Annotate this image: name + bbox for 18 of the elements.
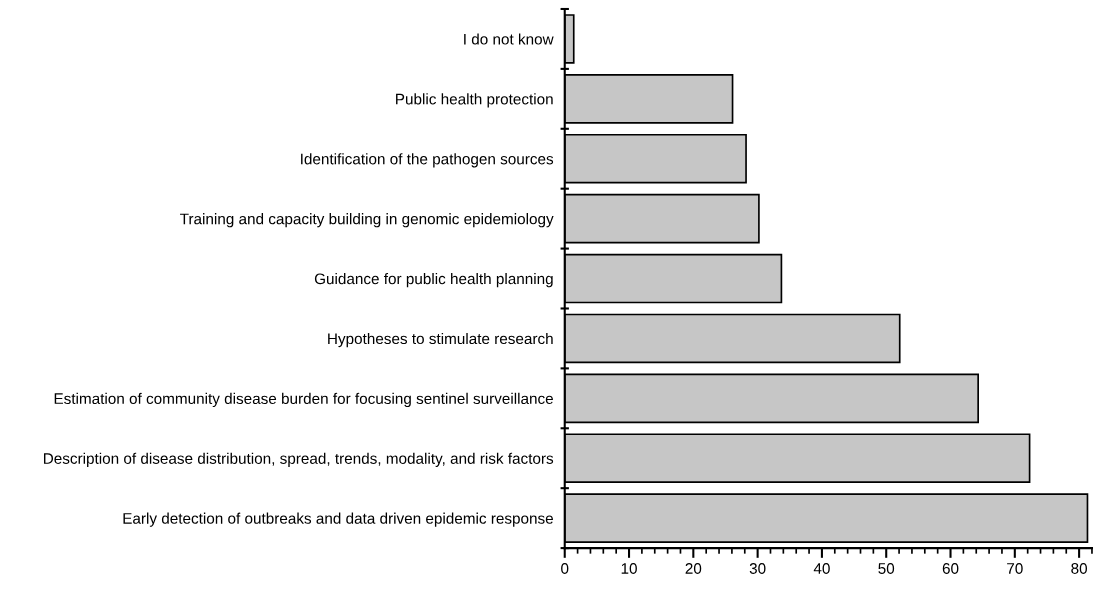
x-tick-label: 20 xyxy=(685,563,702,574)
x-tick-label: 0 xyxy=(561,563,569,574)
x-tick-label: 80 xyxy=(1071,563,1088,574)
y-tick-label: Guidance for public health planning xyxy=(314,273,553,288)
x-tick-label: 10 xyxy=(621,563,637,574)
y-tick-label: Training and capacity building in genomic epidemiology xyxy=(180,213,554,228)
x-tick-label: 30 xyxy=(749,563,766,574)
y-tick-label: Hypotheses to stimulate research xyxy=(328,332,553,348)
y-tick-label: Public health protection xyxy=(396,93,553,108)
x-tick-label: 40 xyxy=(813,563,830,574)
x-tick-label: 70 xyxy=(1007,563,1023,574)
y-tick-label: Estimation of community disease burden for focusing sentinel surveillance xyxy=(54,392,553,408)
x-tick-label: 60 xyxy=(942,563,959,574)
y-tick-label: I do not know xyxy=(464,33,554,45)
x-tick-label: 50 xyxy=(878,563,895,574)
y-tick-label: Description of disease distribution, spread, trends, modality, and risk factors xyxy=(43,452,554,467)
y-tick-label: Identification of the pathogen sources xyxy=(301,153,554,168)
y-tick-label: Early detection of outbreaks and data driven epidemic response xyxy=(123,512,553,527)
